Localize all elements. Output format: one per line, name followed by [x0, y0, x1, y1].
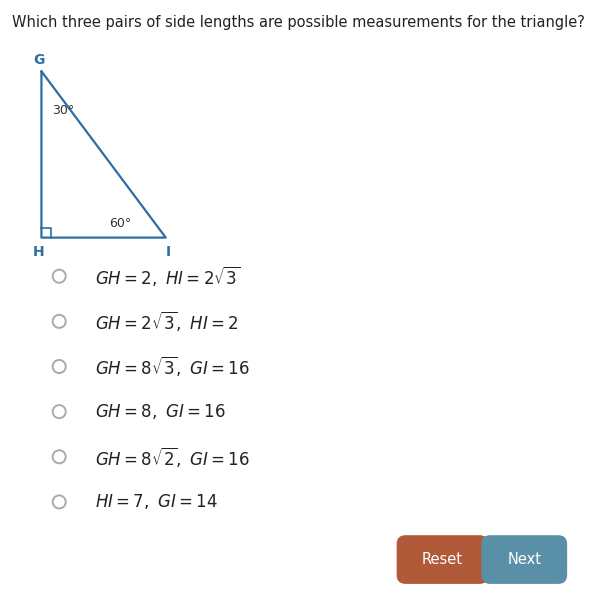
Text: 60°: 60° [110, 217, 132, 230]
Text: $GH = 8\sqrt{3},\ GI = 16$: $GH = 8\sqrt{3},\ GI = 16$ [95, 355, 250, 378]
Text: I: I [166, 245, 171, 259]
Text: $GH = 2\sqrt{3},\ HI = 2$: $GH = 2\sqrt{3},\ HI = 2$ [95, 309, 238, 333]
Text: $GH = 8\sqrt{2},\ GI = 16$: $GH = 8\sqrt{2},\ GI = 16$ [95, 445, 250, 469]
Text: Next: Next [507, 552, 541, 567]
Text: $HI = 7,\ GI = 14$: $HI = 7,\ GI = 14$ [95, 492, 217, 511]
Text: H: H [33, 245, 44, 259]
FancyBboxPatch shape [397, 535, 488, 584]
Text: Which three pairs of side lengths are possible measurements for the triangle?: Which three pairs of side lengths are po… [12, 15, 585, 30]
FancyBboxPatch shape [481, 535, 567, 584]
Text: $GH = 8,\ GI = 16$: $GH = 8,\ GI = 16$ [95, 402, 225, 421]
Text: $GH = 2,\ HI = 2\sqrt{3}$: $GH = 2,\ HI = 2\sqrt{3}$ [95, 264, 240, 288]
Text: G: G [33, 52, 44, 67]
Text: 30°: 30° [52, 104, 75, 117]
Text: Reset: Reset [422, 552, 463, 567]
